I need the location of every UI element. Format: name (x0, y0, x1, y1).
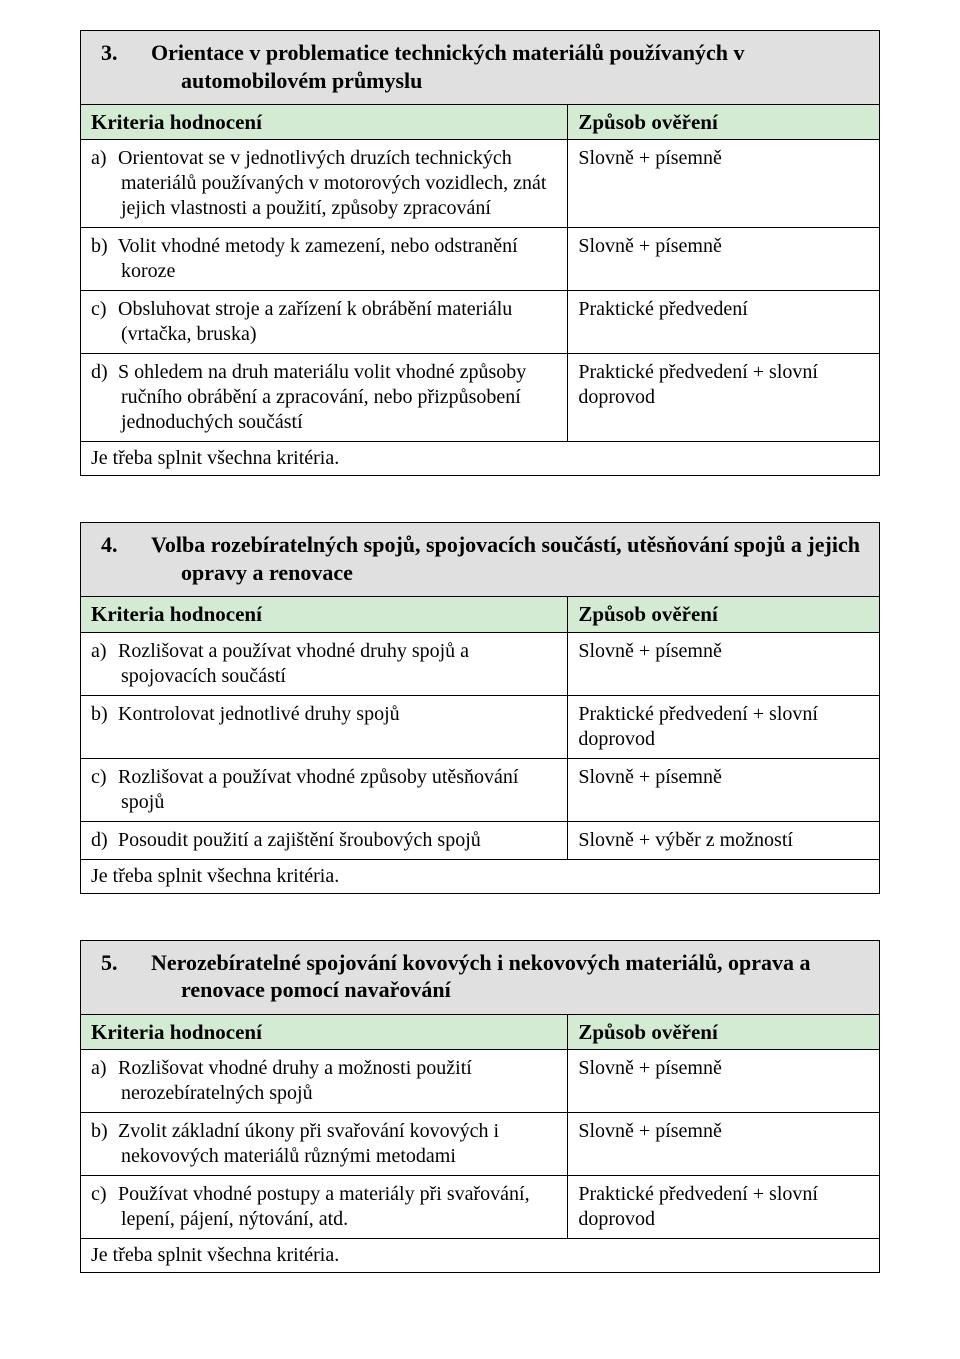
method-cell: Slovně + písemně (568, 758, 880, 821)
section-title-cell: 4.Volba rozebíratelných spojů, spojovací… (81, 523, 880, 597)
criterion-cell: b) Volit vhodné metody k zamezení, nebo … (81, 228, 568, 291)
table-row: c) Používat vhodné postupy a materiály p… (81, 1175, 880, 1238)
method-cell: Praktické předvedení + slovní doprovod (568, 695, 880, 758)
criterion-text: Rozlišovat a používat vhodné způsoby utě… (118, 766, 518, 813)
table-row: c) Rozlišovat a používat vhodné způsoby … (81, 758, 880, 821)
criterion-label: b) (91, 1119, 113, 1144)
criterion-cell: b) Kontrolovat jednotlivé druhy spojů (81, 695, 568, 758)
table-row: b) Zvolit základní úkony při svařování k… (81, 1112, 880, 1175)
section-footer: Je třeba splnit všechna kritéria. (81, 859, 880, 893)
criterion-cell: d) Posoudit použití a zajištění šroubový… (81, 821, 568, 859)
method-cell: Slovně + písemně (568, 140, 880, 228)
criteria-header: Kriteria hodnocení (81, 1014, 568, 1049)
criterion-label: a) (91, 639, 113, 664)
criterion-cell: a) Orientovat se v jednotlivých druzích … (81, 140, 568, 228)
criterion-label: b) (91, 702, 113, 727)
method-cell: Slovně + písemně (568, 1049, 880, 1112)
criterion-label: b) (91, 234, 113, 259)
section-table: 4.Volba rozebíratelných spojů, spojovací… (80, 522, 880, 893)
criterion-text: Orientovat se v jednotlivých druzích tec… (118, 147, 546, 219)
criterion-text: Obsluhovat stroje a zařízení k obrábění … (118, 298, 512, 345)
section-footer: Je třeba splnit všechna kritéria. (81, 442, 880, 476)
criterion-cell: c) Používat vhodné postupy a materiály p… (81, 1175, 568, 1238)
criteria-header: Kriteria hodnocení (81, 597, 568, 632)
criterion-label: a) (91, 1056, 113, 1081)
criteria-header: Kriteria hodnocení (81, 105, 568, 140)
table-row: a) Orientovat se v jednotlivých druzích … (81, 140, 880, 228)
criterion-text: Rozlišovat vhodné druhy a možnosti použi… (118, 1057, 472, 1104)
method-cell: Praktické předvedení + slovní doprovod (568, 1175, 880, 1238)
method-cell: Slovně + písemně (568, 228, 880, 291)
section-table: 3.Orientace v problematice technických m… (80, 30, 880, 476)
method-header: Způsob ověření (568, 597, 880, 632)
criterion-label: c) (91, 297, 113, 322)
table-row: d) S ohledem na druh materiálu volit vho… (81, 354, 880, 442)
table-row: b) Volit vhodné metody k zamezení, nebo … (81, 228, 880, 291)
criterion-label: d) (91, 828, 113, 853)
method-cell: Slovně + výběr z možností (568, 821, 880, 859)
criterion-text: Kontrolovat jednotlivé druhy spojů (118, 703, 400, 725)
criterion-cell: a) Rozlišovat a používat vhodné druhy sp… (81, 632, 568, 695)
criterion-text: Používat vhodné postupy a materiály při … (118, 1183, 530, 1230)
criterion-text: Rozlišovat a používat vhodné druhy spojů… (118, 640, 469, 687)
criterion-label: d) (91, 360, 113, 385)
section-footer: Je třeba splnit všechna kritéria. (81, 1238, 880, 1272)
method-cell: Praktické předvedení + slovní doprovod (568, 354, 880, 442)
section-title: Nerozebíratelné spojování kovových i nek… (151, 950, 811, 1003)
method-cell: Slovně + písemně (568, 1112, 880, 1175)
criterion-text: Volit vhodné metody k zamezení, nebo ods… (118, 235, 518, 282)
criterion-cell: b) Zvolit základní úkony při svařování k… (81, 1112, 568, 1175)
table-row: a) Rozlišovat vhodné druhy a možnosti po… (81, 1049, 880, 1112)
table-row: c) Obsluhovat stroje a zařízení k obrábě… (81, 291, 880, 354)
criterion-label: a) (91, 146, 113, 171)
criterion-text: S ohledem na druh materiálu volit vhodné… (118, 361, 526, 433)
criterion-label: c) (91, 765, 113, 790)
criterion-text: Zvolit základní úkony při svařování kovo… (118, 1120, 499, 1167)
table-row: b) Kontrolovat jednotlivé druhy spojůPra… (81, 695, 880, 758)
method-cell: Praktické předvedení (568, 291, 880, 354)
section-table: 5.Nerozebíratelné spojování kovových i n… (80, 940, 880, 1273)
section-title-cell: 5.Nerozebíratelné spojování kovových i n… (81, 940, 880, 1014)
criterion-cell: d) S ohledem na druh materiálu volit vho… (81, 354, 568, 442)
table-row: a) Rozlišovat a používat vhodné druhy sp… (81, 632, 880, 695)
method-header: Způsob ověření (568, 1014, 880, 1049)
section-title-cell: 3.Orientace v problematice technických m… (81, 31, 880, 105)
table-row: d) Posoudit použití a zajištění šroubový… (81, 821, 880, 859)
criterion-text: Posoudit použití a zajištění šroubových … (118, 829, 481, 851)
method-header: Způsob ověření (568, 105, 880, 140)
section-title: Orientace v problematice technických mat… (151, 40, 745, 93)
method-cell: Slovně + písemně (568, 632, 880, 695)
section-title: Volba rozebíratelných spojů, spojovacích… (151, 532, 860, 585)
criterion-cell: a) Rozlišovat vhodné druhy a možnosti po… (81, 1049, 568, 1112)
criterion-cell: c) Obsluhovat stroje a zařízení k obrábě… (81, 291, 568, 354)
criterion-label: c) (91, 1182, 113, 1207)
criterion-cell: c) Rozlišovat a používat vhodné způsoby … (81, 758, 568, 821)
